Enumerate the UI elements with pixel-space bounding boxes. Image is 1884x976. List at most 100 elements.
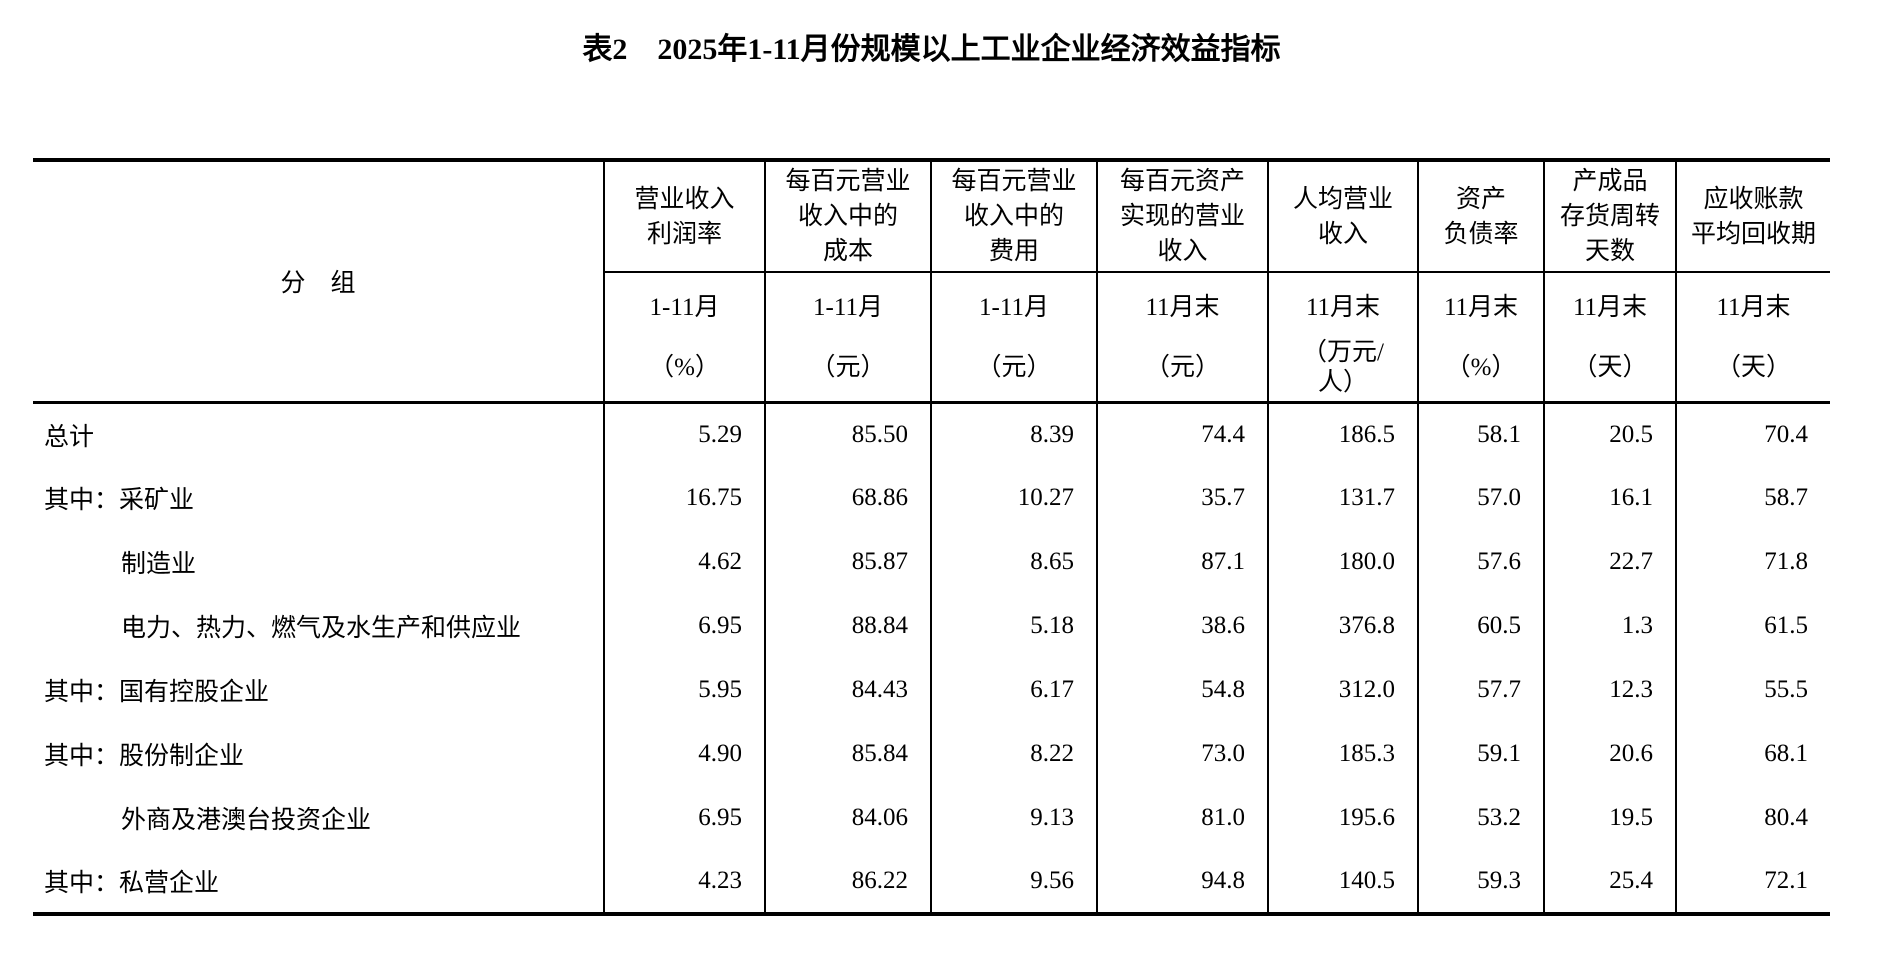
data-cell: 6.95 xyxy=(603,786,765,850)
period-cell: 11月末 xyxy=(1096,272,1268,336)
unit-cell: （%） xyxy=(1417,336,1544,404)
data-cell: 68.1 xyxy=(1675,722,1830,786)
data-cell: 71.8 xyxy=(1675,530,1830,594)
table-row-private: 其中：私营企业 4.23 86.22 9.56 94.8 140.5 59.3 … xyxy=(33,850,1830,914)
data-cell: 81.0 xyxy=(1096,786,1268,850)
header-units-row: （%） （元） （元） （元） （万元/ 人） （%） （天） （天） xyxy=(33,336,1830,404)
group-header-cell: 分 组 xyxy=(33,160,604,404)
period-cell: 11月末 xyxy=(1267,272,1418,336)
data-cell: 70.4 xyxy=(1675,402,1830,466)
period-cell: 11月末 xyxy=(1675,272,1830,336)
data-cell: 25.4 xyxy=(1543,850,1676,914)
unit-cell: （万元/ 人） xyxy=(1267,336,1418,404)
data-cell: 86.22 xyxy=(764,850,931,914)
data-cell: 55.5 xyxy=(1675,658,1830,722)
unit-cell: （元） xyxy=(1096,336,1268,404)
data-cell: 59.3 xyxy=(1417,850,1544,914)
table-row-utilities: 电力、热力、燃气及水生产和供应业 6.95 88.84 5.18 38.6 37… xyxy=(33,594,1830,658)
data-cell: 6.17 xyxy=(930,658,1097,722)
col-header-asset-liability-ratio: 资产 负债率 xyxy=(1417,160,1544,273)
economic-indicators-table: 分 组 营业收入 利润率 每百元营业 收入中的 成本 每百元营业 收入中的 费用… xyxy=(33,158,1830,916)
data-cell: 73.0 xyxy=(1096,722,1268,786)
col-header-operating-profit-margin: 营业收入 利润率 xyxy=(603,160,765,273)
data-cell: 74.4 xyxy=(1096,402,1268,466)
data-cell: 16.1 xyxy=(1543,466,1676,530)
col-header-expense-per-100-revenue: 每百元营业 收入中的 费用 xyxy=(930,160,1097,273)
data-cell: 84.06 xyxy=(764,786,931,850)
table-row-total: 总计 5.29 85.50 8.39 74.4 186.5 58.1 20.5 … xyxy=(33,402,1830,466)
data-cell: 12.3 xyxy=(1543,658,1676,722)
data-cell: 85.84 xyxy=(764,722,931,786)
data-cell: 19.5 xyxy=(1543,786,1676,850)
data-cell: 140.5 xyxy=(1267,850,1418,914)
data-cell: 185.3 xyxy=(1267,722,1418,786)
data-cell: 312.0 xyxy=(1267,658,1418,722)
header-names-row: 分 组 营业收入 利润率 每百元营业 收入中的 成本 每百元营业 收入中的 费用… xyxy=(33,160,1830,404)
data-cell: 57.0 xyxy=(1417,466,1544,530)
table-title: 表2 2025年1-11月份规模以上工业企业经济效益指标 xyxy=(582,33,1281,66)
data-cell: 5.18 xyxy=(930,594,1097,658)
period-cell: 11月末 xyxy=(1543,272,1676,336)
data-cell: 59.1 xyxy=(1417,722,1544,786)
period-cell: 11月末 xyxy=(1417,272,1544,336)
data-cell: 94.8 xyxy=(1096,850,1268,914)
row-label: 其中：采矿业 xyxy=(44,487,195,514)
data-cell: 376.8 xyxy=(1267,594,1418,658)
data-cell: 20.6 xyxy=(1543,722,1676,786)
row-label: 电力、热力、燃气及水生产和供应业 xyxy=(121,615,522,642)
data-cell: 5.29 xyxy=(603,402,765,466)
row-label: 外商及港澳台投资企业 xyxy=(121,807,372,834)
data-cell: 186.5 xyxy=(1267,402,1418,466)
data-cell: 9.56 xyxy=(930,850,1097,914)
data-cell: 195.6 xyxy=(1267,786,1418,850)
data-cell: 10.27 xyxy=(930,466,1097,530)
data-cell: 1.3 xyxy=(1543,594,1676,658)
data-cell: 85.87 xyxy=(764,530,931,594)
data-cell: 60.5 xyxy=(1417,594,1544,658)
data-cell: 8.22 xyxy=(930,722,1097,786)
col-header-receivables-collection-period: 应收账款 平均回收期 xyxy=(1675,160,1830,273)
period-cell: 1-11月 xyxy=(764,272,931,336)
data-cell: 58.7 xyxy=(1675,466,1830,530)
data-cell: 61.5 xyxy=(1675,594,1830,658)
data-cell: 8.39 xyxy=(930,402,1097,466)
data-cell: 5.95 xyxy=(603,658,765,722)
row-label: 其中：国有控股企业 xyxy=(44,679,270,706)
row-label: 总计 xyxy=(44,423,95,451)
data-cell: 6.95 xyxy=(603,594,765,658)
table-row-manufacturing: 制造业 4.62 85.87 8.65 87.1 180.0 57.6 22.7… xyxy=(33,530,1830,594)
row-label: 其中：股份制企业 xyxy=(44,743,245,770)
data-cell: 84.43 xyxy=(764,658,931,722)
unit-cell: （元） xyxy=(764,336,931,404)
data-cell: 9.13 xyxy=(930,786,1097,850)
table-row-foreign-invested: 外商及港澳台投资企业 6.95 84.06 9.13 81.0 195.6 53… xyxy=(33,786,1830,850)
data-cell: 20.5 xyxy=(1543,402,1676,466)
data-cell: 87.1 xyxy=(1096,530,1268,594)
table-row-mining: 其中：采矿业 16.75 68.86 10.27 35.7 131.7 57.0… xyxy=(33,466,1830,530)
unit-cell: （元） xyxy=(930,336,1097,404)
period-cell: 1-11月 xyxy=(930,272,1097,336)
unit-cell: （天） xyxy=(1543,336,1676,404)
table-row-shareholding: 其中：股份制企业 4.90 85.84 8.22 73.0 185.3 59.1… xyxy=(33,722,1830,786)
data-cell: 38.6 xyxy=(1096,594,1268,658)
data-cell: 22.7 xyxy=(1543,530,1676,594)
data-cell: 85.50 xyxy=(764,402,931,466)
data-cell: 8.65 xyxy=(930,530,1097,594)
data-cell: 68.86 xyxy=(764,466,931,530)
data-cell: 57.7 xyxy=(1417,658,1544,722)
unit-cell: （%） xyxy=(603,336,765,404)
col-header-inventory-turnover-days: 产成品 存货周转 天数 xyxy=(1543,160,1676,273)
data-cell: 131.7 xyxy=(1267,466,1418,530)
col-header-revenue-per-100-assets: 每百元资产 实现的营业 收入 xyxy=(1096,160,1268,273)
data-cell: 57.6 xyxy=(1417,530,1544,594)
col-header-cost-per-100-revenue: 每百元营业 收入中的 成本 xyxy=(764,160,931,273)
unit-cell: （天） xyxy=(1675,336,1830,404)
data-cell: 4.23 xyxy=(603,850,765,914)
data-cell: 54.8 xyxy=(1096,658,1268,722)
data-cell: 58.1 xyxy=(1417,402,1544,466)
data-cell: 180.0 xyxy=(1267,530,1418,594)
header-period-row: 1-11月 1-11月 1-11月 11月末 11月末 11月末 11月末 11… xyxy=(33,272,1830,336)
table-row-state-holding: 其中：国有控股企业 5.95 84.43 6.17 54.8 312.0 57.… xyxy=(33,658,1830,722)
data-cell: 80.4 xyxy=(1675,786,1830,850)
